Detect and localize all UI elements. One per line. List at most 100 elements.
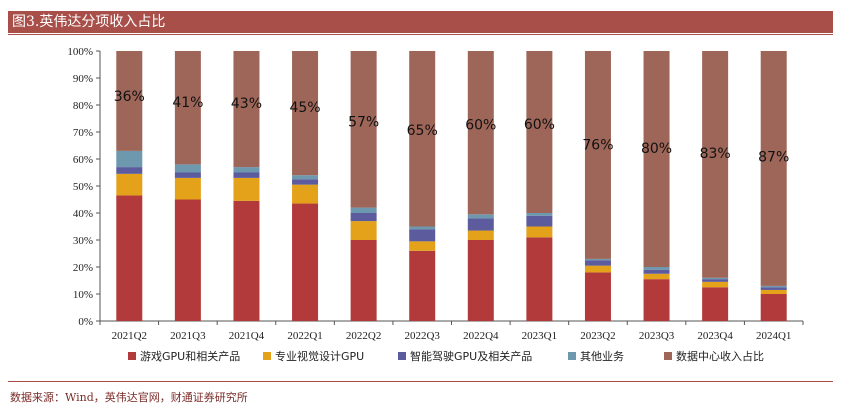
bar-segment xyxy=(350,51,377,208)
legend-swatch xyxy=(568,352,576,360)
data-label: 76% xyxy=(582,138,613,154)
x-tick-label: 2024Q1 xyxy=(756,330,791,342)
bar-segment xyxy=(292,51,319,176)
bar-segment xyxy=(702,287,729,321)
y-tick-label: 10% xyxy=(73,289,93,301)
data-label: 80% xyxy=(641,141,672,157)
bar-segment xyxy=(350,207,377,213)
y-tick-label: 70% xyxy=(73,127,93,139)
y-tick-label: 0% xyxy=(78,316,93,328)
bar-segment xyxy=(174,51,201,165)
legend-label: 游戏GPU和相关产品 xyxy=(140,350,241,363)
bar-segment xyxy=(233,177,260,201)
bar-segment xyxy=(584,272,611,321)
y-tick-label: 50% xyxy=(73,181,93,193)
bar-segment xyxy=(643,51,670,267)
bar-segment xyxy=(292,203,319,321)
x-tick-label: 2023Q2 xyxy=(580,330,615,342)
legend-item: 智能驾驶GPU及相关产品 xyxy=(398,347,532,365)
bottom-divider xyxy=(8,381,833,382)
legend-label: 其他业务 xyxy=(580,350,624,363)
data-label: 87% xyxy=(758,150,789,166)
y-tick-label: 60% xyxy=(73,154,93,166)
bar-segment xyxy=(116,173,143,196)
bar-segment xyxy=(643,269,670,274)
bar-segment xyxy=(350,240,377,321)
data-label: 45% xyxy=(289,100,320,116)
y-tick-label: 100% xyxy=(67,46,93,58)
x-tick-label: 2021Q4 xyxy=(229,330,265,342)
bar-segment xyxy=(116,150,143,168)
x-tick-label: 2021Q3 xyxy=(170,330,206,342)
bar-segment xyxy=(409,226,436,230)
bar-segment xyxy=(116,51,143,151)
bar-segment xyxy=(760,294,787,321)
bar-segment xyxy=(174,172,201,178)
data-label: 60% xyxy=(465,118,496,134)
bar-segment xyxy=(760,289,787,294)
data-label: 83% xyxy=(700,146,731,162)
x-tick-label: 2022Q2 xyxy=(346,330,381,342)
bar-segment xyxy=(526,215,553,227)
top-divider xyxy=(8,34,833,35)
bar-segment xyxy=(409,229,436,242)
bar-segment xyxy=(467,230,494,240)
bar-segment xyxy=(643,273,670,280)
x-tick-label: 2021Q2 xyxy=(112,330,147,342)
bar-segment xyxy=(526,51,553,213)
bar-segment xyxy=(526,213,553,216)
bar-segment xyxy=(116,167,143,174)
x-tick-label: 2023Q4 xyxy=(697,330,733,342)
bar-segment xyxy=(233,200,260,321)
legend-swatch xyxy=(664,352,672,360)
chart-legend: 游戏GPU和相关产品 专业视觉设计GPU 智能驾驶GPU及相关产品 其他业务 数据中心收… xyxy=(0,347,846,365)
bar-segment xyxy=(526,226,553,238)
legend-item: 数据中心收入占比 xyxy=(664,347,764,365)
data-label: 36% xyxy=(114,89,145,105)
x-tick-label: 2022Q4 xyxy=(463,330,499,342)
bar-segment xyxy=(467,51,494,215)
bar-segment xyxy=(292,175,319,180)
bar-segment xyxy=(526,237,553,321)
bar-segment xyxy=(584,258,611,261)
stacked-bar-chart: 0% 10% 20% 30% 40% 50% 60% 70% 80% 90% 100% 2021Q2 3… xyxy=(67,46,804,342)
bar-segment xyxy=(760,287,787,290)
bar-segment xyxy=(292,179,319,185)
bar-segment xyxy=(350,213,377,222)
bar-segment xyxy=(174,164,201,173)
bar-segment xyxy=(467,240,494,321)
bar-segment xyxy=(702,279,729,282)
chart-title: 图3.英伟达分项收入占比 xyxy=(12,14,166,30)
bar-segment xyxy=(760,51,787,286)
bar-segment xyxy=(409,51,436,227)
bar-segment xyxy=(292,184,319,204)
legend-label: 专业视觉设计GPU xyxy=(275,350,365,363)
bar-segment xyxy=(467,218,494,231)
data-label: 43% xyxy=(231,96,262,112)
data-label: 57% xyxy=(348,114,379,130)
data-label: 60% xyxy=(524,117,555,133)
legend-swatch xyxy=(128,352,136,360)
bar-segment xyxy=(584,260,611,266)
data-label: 41% xyxy=(172,95,203,111)
legend-item: 专业视觉设计GPU xyxy=(263,347,364,365)
bar-segment xyxy=(584,265,611,273)
bar-segment xyxy=(409,250,436,321)
legend-item: 其他业务 xyxy=(568,347,624,365)
bar-segment xyxy=(702,51,729,278)
bar-segment xyxy=(174,177,201,200)
bar-segment xyxy=(467,214,494,219)
bar-segment xyxy=(233,167,260,173)
legend-item: 游戏GPU和相关产品 xyxy=(128,347,240,365)
bar-segment xyxy=(409,241,436,251)
bar-segment xyxy=(643,279,670,321)
bar-segment xyxy=(233,51,260,168)
source-note: 数据来源：Wind，英伟达官网，财通证券研究所 xyxy=(10,391,248,404)
bar-segment xyxy=(702,281,729,288)
bar-segment xyxy=(174,199,201,321)
legend-label: 数据中心收入占比 xyxy=(676,350,764,363)
bar-segment xyxy=(233,172,260,178)
bar-segment xyxy=(350,221,377,240)
y-tick-label: 90% xyxy=(73,73,93,85)
title-bar: 图3.英伟达分项收入占比 xyxy=(8,11,833,33)
